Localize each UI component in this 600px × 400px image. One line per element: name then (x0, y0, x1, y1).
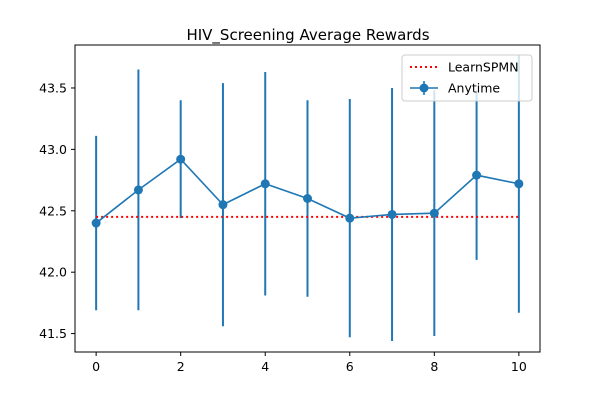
anytime-point (218, 200, 228, 210)
anytime-point (91, 218, 101, 228)
x-tick-label: 2 (177, 359, 185, 374)
y-tick-label: 42.0 (39, 265, 67, 280)
x-tick-label: 8 (430, 359, 438, 374)
anytime-point (303, 194, 312, 203)
chart-title: HIV_Screening Average Rewards (186, 26, 429, 45)
anytime-point (387, 209, 397, 219)
anytime-point (514, 179, 524, 189)
y-tick-label: 43.5 (39, 80, 67, 95)
y-tick-label: 42.5 (39, 203, 67, 218)
anytime-point (133, 185, 143, 195)
anytime-point (176, 154, 186, 164)
x-tick-label: 6 (346, 359, 354, 374)
y-tick-label: 43.0 (39, 142, 67, 157)
anytime-point (429, 208, 439, 218)
x-tick-label: 0 (92, 359, 100, 374)
anytime-point (472, 170, 482, 180)
x-tick-label: 4 (261, 359, 269, 374)
axes: 0 2 4 6 8 10 41.5 42.0 42.5 43.0 43.5 (39, 44, 541, 374)
anytime-point (260, 179, 270, 189)
legend-anytime-label: Anytime (448, 81, 500, 96)
legend-box (401, 54, 533, 102)
legend: LearnSPMN Anytime (401, 54, 533, 102)
x-tick-label: 10 (511, 359, 527, 374)
axes-frame (74, 44, 541, 353)
anytime-point (345, 213, 355, 223)
legend-learnspmn-label: LearnSPMN (448, 60, 519, 75)
y-tick-label: 41.5 (39, 326, 67, 341)
legend-anytime-marker (419, 83, 429, 93)
